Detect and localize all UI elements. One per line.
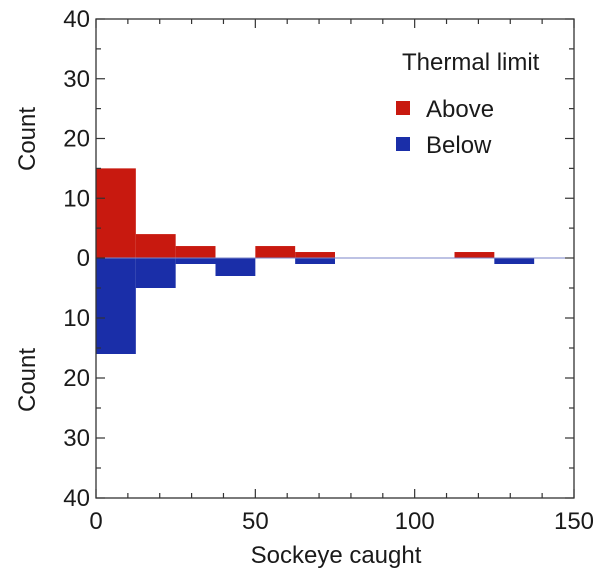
legend-title: Thermal limit — [402, 49, 540, 76]
y-tick-label-top: 40 — [63, 6, 90, 33]
bar-above-0 — [96, 168, 136, 258]
y-tick-label-bottom: 20 — [63, 365, 90, 392]
bar-below-1 — [135, 258, 176, 288]
bar-below-0 — [96, 258, 136, 354]
x-tick-label: 150 — [554, 508, 594, 535]
x-tick-label: 100 — [395, 508, 435, 535]
legend-swatch-above — [396, 101, 410, 115]
y-tick-label-top: 30 — [63, 66, 90, 93]
legend-label-above: Above — [426, 96, 494, 123]
y-tick-label-top: 0 — [77, 245, 90, 272]
bar-above-4 — [255, 246, 296, 258]
x-tick-label: 50 — [242, 508, 269, 535]
bar-below-5 — [295, 258, 335, 264]
legend-label-below: Below — [426, 132, 492, 159]
x-tick-label: 0 — [89, 508, 102, 535]
y-tick-label-bottom: 40 — [63, 485, 90, 512]
y-tick-label-bottom: 10 — [63, 305, 90, 332]
bar-below-2 — [175, 258, 216, 264]
y-tick-label-top: 20 — [63, 126, 90, 153]
bar-below-3 — [215, 258, 256, 276]
bar-above-2 — [175, 246, 216, 258]
y-tick-label-bottom: 30 — [63, 425, 90, 452]
y-tick-label-top: 10 — [63, 185, 90, 212]
legend: Thermal limit Above Below — [396, 49, 540, 159]
bar-below-10 — [494, 258, 535, 264]
y-axis-title-bottom: Count — [14, 348, 41, 412]
bars-layer — [96, 168, 535, 354]
bar-above-9 — [454, 252, 495, 258]
legend-swatch-below — [396, 137, 410, 151]
ticks-layer — [95, 18, 575, 499]
bar-above-1 — [135, 234, 176, 258]
bar-above-5 — [295, 252, 335, 258]
y-axis-title-top: Count — [14, 107, 41, 171]
x-axis-title: Sockeye caught — [251, 542, 422, 569]
